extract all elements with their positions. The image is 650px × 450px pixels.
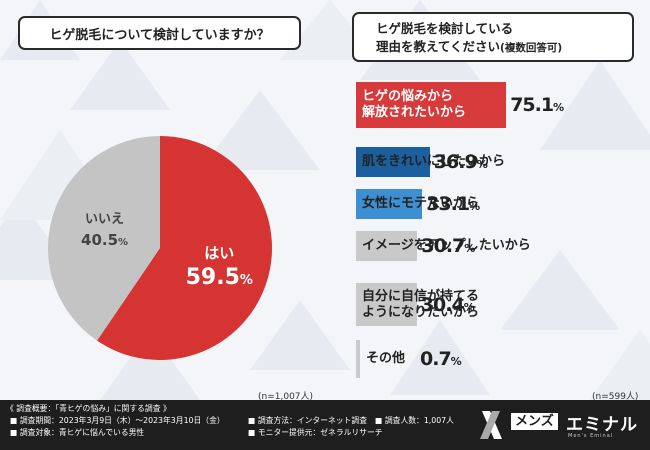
footer-target: ■ 調査対象：青ヒゲに悩んでいる男性 [10, 428, 145, 437]
right-question-sub: (複数回答可) [500, 42, 563, 54]
bar-label: その他 [366, 351, 406, 366]
right-question-line1: ヒゲ脱毛を検討している [376, 21, 514, 36]
bar-label: 自分に自信が持てる ようになりたいから [362, 288, 480, 320]
footer-method: ■ 調査方法：インターネット調査 [248, 416, 367, 425]
footer-monitor: ■ モニター提供元：ゼネラルリサーチ [248, 428, 383, 437]
footer-count: ■ 調査人数：1,007人 [375, 416, 454, 425]
pie-label-no: いいえ [85, 212, 124, 227]
pie-value-yes: 59.5% [186, 265, 253, 290]
right-question-box: ヒゲ脱毛を検討している 理由を教えてください(複数回答可) [352, 12, 634, 62]
right-sample-size: (n=599人) [592, 392, 639, 402]
bar-4: イメージをアップしたいから [356, 231, 531, 261]
bar-row: ヒゲの悩みから 解放されたいから 75.1% [356, 82, 564, 128]
left-question-text: ヒゲ脱毛について検討していますか？ [49, 27, 270, 43]
bar-row: 肌をきれいにしたいから 36.9% [356, 147, 505, 177]
bar-6: その他 [356, 340, 405, 378]
bar-label: イメージをアップしたいから [362, 238, 531, 253]
logo-emblem-icon [480, 411, 502, 439]
right-question-line2: 理由を教えてください [376, 39, 501, 54]
bar-row: 女性にモテたいから 33.1% [356, 189, 480, 219]
bar-value: 30.4% [420, 293, 475, 316]
bar-value: 36.9% [433, 151, 488, 173]
logo-sub: Men's Eminal [568, 433, 614, 439]
logo-eminal: エミナル [566, 415, 638, 435]
bar-value: 0.7% [420, 348, 462, 370]
bar-value: 30.7% [421, 235, 475, 257]
logo: メンズ エミナル Men's Eminal [478, 405, 643, 445]
bar-label: ヒゲの悩みから 解放されたいから [362, 89, 467, 120]
pie-slice-yes [97, 136, 272, 360]
bar-value: 75.1% [510, 94, 564, 116]
bar-label: 女性にモテたいから [362, 196, 480, 211]
bar-label: 肌をきれいにしたいから [362, 154, 506, 169]
footer-period: ■ 調査期間：2023年3月9日（木）～2023年3月10日（金） [10, 416, 225, 425]
bar-3: 女性にモテたいから [356, 189, 479, 219]
pie-value-no: 40.5% [81, 231, 128, 249]
left-question-box: ヒゲ脱毛について検討していますか？ [18, 16, 301, 50]
bar-5: 自分に自信が持てる ようになりたいから [356, 283, 479, 326]
logo-mens: メンズ [511, 413, 558, 430]
pie-label-yes: はい [204, 244, 234, 262]
footer-summary: 《 調査概要：「青ヒゲの悩み」に関する調査 》 [6, 404, 171, 413]
bar-2: 肌をきれいにしたいから [356, 147, 505, 177]
bar-row: 自分に自信が持てる ようになりたいから 30.4% [356, 283, 479, 326]
pie-chart: はい 59.5% いいえ 40.5% [48, 136, 272, 360]
bar-value: 33.1% [426, 193, 480, 215]
pie-slice-no [48, 136, 160, 341]
bar-row: その他 0.7% [356, 340, 462, 378]
bar-1: ヒゲの悩みから 解放されたいから [356, 82, 507, 128]
bar-row: イメージをアップしたいから 30.7% [356, 231, 531, 261]
left-sample-size: (n=1,007人) [258, 392, 314, 402]
